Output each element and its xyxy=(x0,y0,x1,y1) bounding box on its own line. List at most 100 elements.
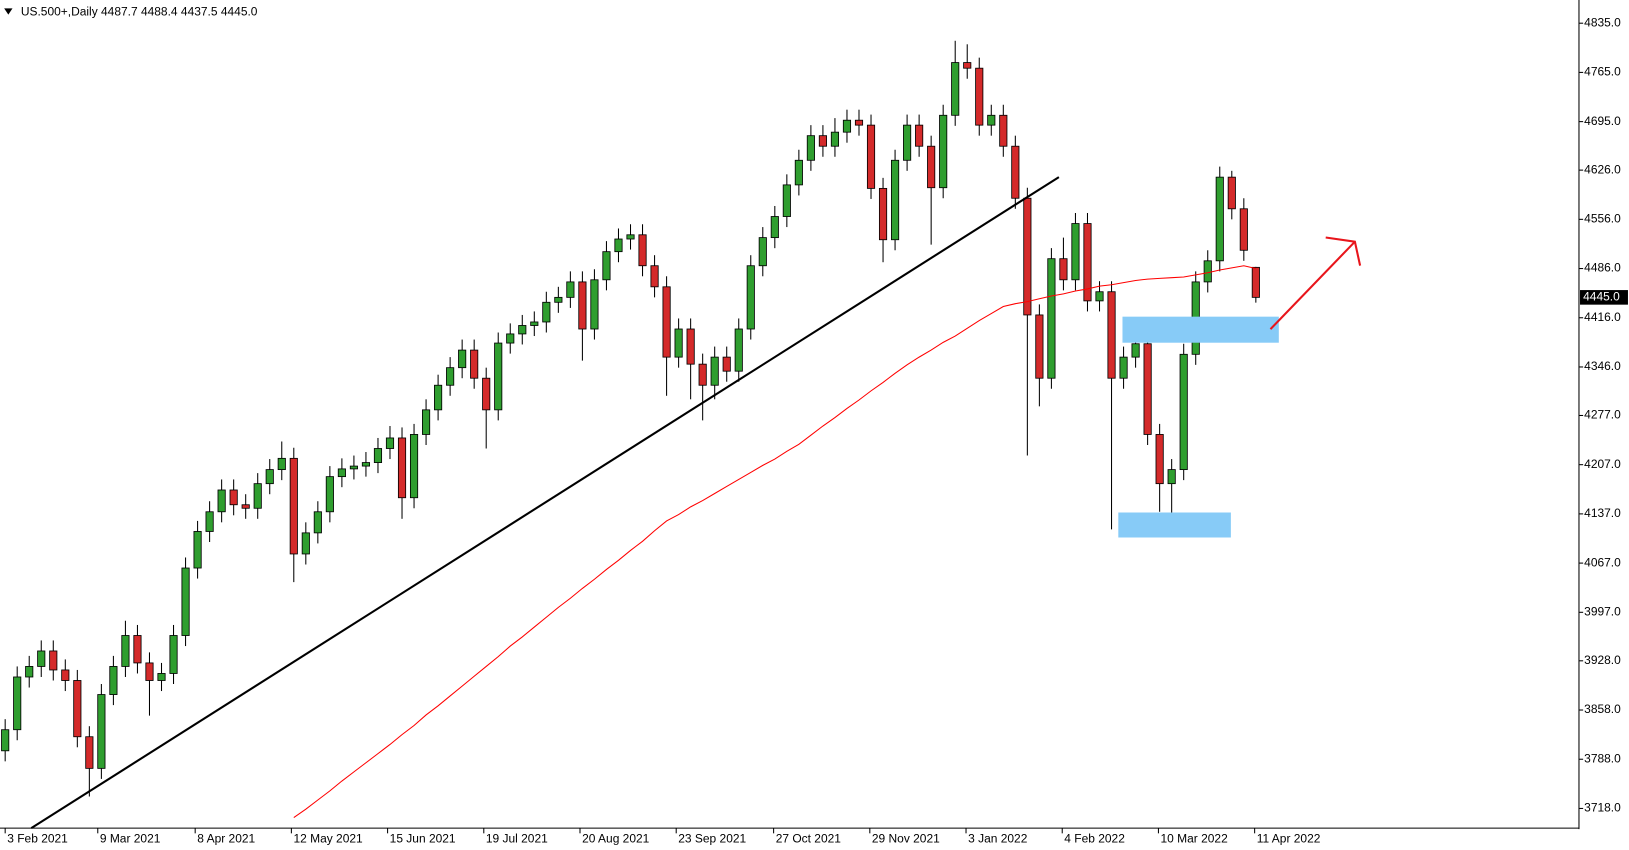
candle-body xyxy=(951,62,960,116)
candle-body xyxy=(265,469,274,485)
candle-body xyxy=(1239,208,1248,251)
candle-body xyxy=(722,356,731,372)
candle-body xyxy=(1095,291,1104,302)
candle-body xyxy=(1203,260,1212,283)
candle-body xyxy=(373,448,383,463)
candle-body xyxy=(434,384,443,411)
y-tick-label: 3788.0 xyxy=(1584,751,1621,765)
y-tick-label: 4765.0 xyxy=(1584,65,1621,79)
candle-body xyxy=(806,135,815,161)
candle-body xyxy=(578,281,587,330)
y-tick-label: 4416.0 xyxy=(1584,310,1621,324)
candle-body xyxy=(313,511,322,534)
candle-body xyxy=(385,437,395,449)
x-tick-label: 20 Aug 2021 xyxy=(582,832,650,846)
candle-body xyxy=(169,635,178,674)
y-tick-label: 3858.0 xyxy=(1584,702,1621,716)
x-tick-label: 3 Feb 2021 xyxy=(7,832,68,846)
candle-body xyxy=(698,363,707,386)
candle-body xyxy=(842,119,852,133)
candle-body xyxy=(289,457,298,555)
candle-body xyxy=(217,489,226,513)
candle-body xyxy=(734,328,743,372)
candle-body xyxy=(999,114,1008,147)
candle-body xyxy=(518,325,527,335)
candle-body xyxy=(349,465,358,470)
y-tick-label: 4137.0 xyxy=(1584,506,1621,520)
candle-body xyxy=(470,349,479,379)
candle-body xyxy=(602,251,611,281)
candle-body xyxy=(97,694,106,769)
candle-body xyxy=(878,187,888,241)
y-tick-label: 4835.0 xyxy=(1584,15,1621,29)
candle-body xyxy=(1059,258,1068,281)
candle-body xyxy=(1215,176,1224,262)
y-tick-label: 3997.0 xyxy=(1584,604,1621,618)
candle-body xyxy=(854,119,864,126)
candle-body xyxy=(746,265,755,330)
candle-body xyxy=(566,281,575,298)
x-tick-label: 12 May 2021 xyxy=(293,832,363,846)
candle-body xyxy=(193,531,202,569)
candle-body xyxy=(927,145,936,189)
y-tick-label: 4626.0 xyxy=(1584,162,1621,176)
candle-body xyxy=(963,62,972,69)
candle-body xyxy=(61,669,70,681)
candle-body xyxy=(662,286,671,358)
candle-body xyxy=(301,532,310,555)
candle-body xyxy=(1251,266,1260,298)
candle-body xyxy=(253,483,262,509)
x-tick-label: 15 Jun 2021 xyxy=(390,832,456,846)
y-tick-label: 4346.0 xyxy=(1584,359,1621,373)
candle-body xyxy=(903,124,912,161)
x-tick-label: 11 Apr 2022 xyxy=(1257,832,1321,846)
candle-body xyxy=(554,296,563,303)
moving-average xyxy=(293,265,1256,819)
candle-body xyxy=(1107,291,1116,379)
x-tick-label: 8 Apr 2021 xyxy=(197,832,255,846)
candle-body xyxy=(1131,343,1140,358)
candle-body xyxy=(1071,223,1080,281)
candle-body xyxy=(145,662,154,681)
candle-body xyxy=(939,114,948,189)
candle-body xyxy=(794,159,803,186)
x-tick-label: 27 Oct 2021 xyxy=(776,832,842,846)
menu-marker xyxy=(4,8,13,15)
candle-body xyxy=(614,238,623,253)
candle-body xyxy=(1023,197,1032,316)
y-tick-label: 4067.0 xyxy=(1584,555,1621,569)
candle-body xyxy=(758,237,767,267)
candle-body xyxy=(446,367,455,386)
chart-title: US.500+,Daily 4487.7 4488.4 4437.5 4445.… xyxy=(21,5,258,19)
candle-body xyxy=(650,265,659,288)
candle-body xyxy=(506,333,515,344)
arrow-head xyxy=(1325,236,1362,266)
plot-area xyxy=(1,40,1260,819)
trend-line xyxy=(30,176,1060,830)
x-tick-label: 4 Feb 2022 xyxy=(1064,832,1125,846)
candle-body xyxy=(13,676,22,731)
axes: 3718.0 3788.0 3858.0 3928.0 3997.0 4067.0 4137… xyxy=(4,15,1628,846)
arrow-line xyxy=(1269,240,1356,330)
candle-body xyxy=(361,462,371,467)
y-tick-label: 3718.0 xyxy=(1584,801,1621,815)
candle-body xyxy=(818,135,827,147)
candle-body xyxy=(915,124,924,147)
candle-body xyxy=(181,567,190,636)
candle-body xyxy=(49,650,58,671)
candle-body xyxy=(830,131,840,147)
candle-body xyxy=(409,434,419,499)
candle-body xyxy=(337,468,346,478)
candle-body xyxy=(1143,343,1152,435)
x-tick-label: 19 Jul 2021 xyxy=(486,832,548,846)
candle-body xyxy=(987,114,996,126)
x-tick-label: 3 Jan 2022 xyxy=(968,832,1028,846)
candle-body xyxy=(530,321,539,326)
candle-body xyxy=(482,377,491,411)
candle-body xyxy=(1083,223,1092,302)
candle-body xyxy=(422,409,431,435)
candle-body xyxy=(73,680,82,738)
price-label-box xyxy=(1580,290,1628,305)
